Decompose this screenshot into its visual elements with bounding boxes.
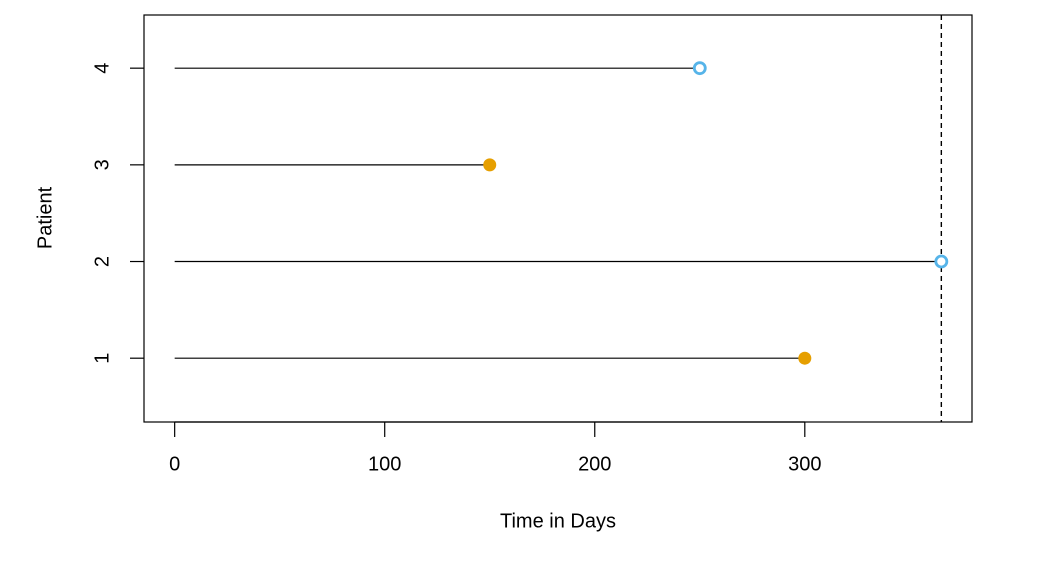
x-tick-label: 100 xyxy=(368,453,401,475)
x-tick-label: 0 xyxy=(169,453,180,475)
plot-box xyxy=(143,14,973,423)
y-tick-label: 3 xyxy=(91,159,113,170)
y-tick-label: 1 xyxy=(91,353,113,364)
y-axis-label: Patient xyxy=(34,186,56,249)
x-axis-label: Time in Days xyxy=(500,510,616,532)
event-point xyxy=(483,158,497,172)
censored-point xyxy=(934,254,949,269)
x-tick-label: 300 xyxy=(788,453,821,475)
y-tick-label: 2 xyxy=(91,256,113,267)
y-tick-label: 4 xyxy=(91,63,113,74)
censored-point xyxy=(692,61,707,76)
event-point xyxy=(798,351,812,365)
x-tick-label: 200 xyxy=(578,453,611,475)
